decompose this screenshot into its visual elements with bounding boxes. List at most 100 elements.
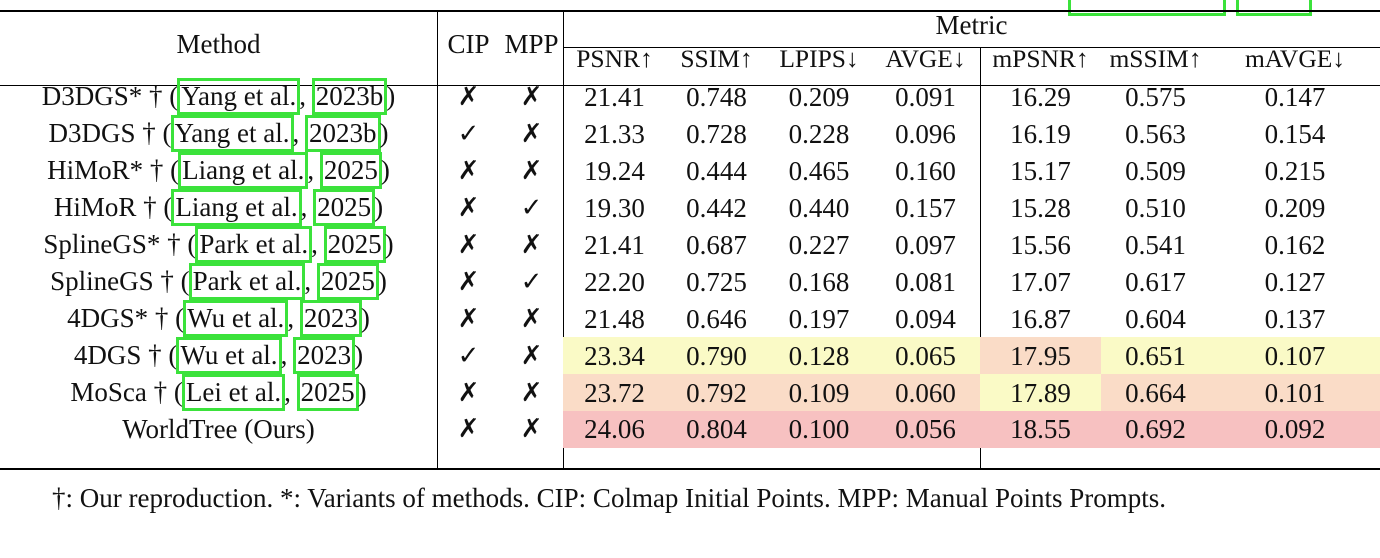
metric-value: 0.646 [686,303,747,334]
citation-author-link[interactable]: Yang et al. [170,115,294,152]
header-lpips: LPIPS↓ [779,44,859,73]
metric-value: 0.092 [1210,411,1380,448]
header-method: Method [176,29,261,59]
citation-year-link[interactable]: 2025 [323,226,386,263]
header-rule [0,85,1380,86]
citation-author-link[interactable]: Park et al. [188,263,306,300]
metric-value: 16.87 [1010,303,1071,334]
citation-author-link[interactable]: Wu et al. [183,300,289,337]
metric-value: 0.209 [788,81,850,112]
metric-value: 0.091 [895,81,956,112]
metric-value: 0.804 [666,411,767,448]
metric-value: 21.41 [584,229,645,260]
method-name: MoSca † ( [70,377,183,407]
metric-value: 0.728 [686,118,747,149]
header-mssim: mSSIM↑ [1109,44,1202,73]
citation-year-link[interactable]: 2023b [311,78,388,115]
method-name: D3DGS † ( [48,118,172,148]
citation-highlight-box [1236,0,1312,16]
metric-value: 0.128 [767,337,871,374]
mpp-flag-icon: ✗ [520,229,543,260]
method-name: SplineGS † ( [50,266,190,296]
method-cell: HiMoR † (Liang et al., 2025) [0,189,437,226]
citation-year-link[interactable]: 2023 [299,300,362,337]
citation-author-link[interactable]: Liang et al. [178,152,309,189]
metric-group-divider [980,48,981,468]
metric-value: 0.197 [788,303,850,334]
citation-author-link[interactable]: Park et al. [195,226,313,263]
metric-value: 0.617 [1125,266,1186,297]
method-cell: D3DGS* † (Yang et al., 2023b) [0,78,437,115]
mpp-flag-icon: ✗ [520,118,543,149]
citation-year-link[interactable]: 2023 [293,337,356,374]
metric-value: 22.20 [584,266,645,297]
metric-value: 0.056 [871,411,980,448]
metric-value: 0.687 [686,229,747,260]
cip-flag-icon: ✓ [457,340,480,371]
table-row: HiMoR* † (Liang et al., 2025) ✗ ✗ 19.24 0.44… [0,152,1380,189]
cip-flag-icon: ✗ [457,155,480,186]
method-name: D3DGS* † ( [41,81,179,111]
metric-value: 0.692 [1101,411,1210,448]
metric-value: 0.101 [1210,374,1380,411]
metric-value: 0.081 [895,266,956,297]
metric-value: 0.440 [788,192,850,223]
metric-value: 24.06 [563,411,666,448]
table-row: D3DGS † (Yang et al., 2023b) ✓ ✗ 21.33 0.728… [0,115,1380,152]
method-suffix: ) [374,192,384,222]
metric-value: 16.19 [1010,118,1071,149]
table-row: D3DGS* † (Yang et al., 2023b) ✗ ✗ 21.41 0.74… [0,78,1380,115]
mpp-flag-icon: ✓ [520,266,543,297]
metric-value: 0.792 [666,374,767,411]
table-row: SplineGS † (Park et al., 2025) ✗ ✓ 22.20 0.7… [0,263,1380,300]
header-cip: CIP [447,29,490,59]
metric-value: 16.29 [1010,81,1071,112]
method-cell: WorldTree (Ours) [0,411,437,448]
method-name: 4DGS † ( [73,340,178,370]
table-row: 4DGS* † (Wu et al., 2023) ✗ ✗ 21.48 0.646 0.1… [0,300,1380,337]
metric-value: 23.34 [563,337,666,374]
cip-flag-icon: ✗ [457,229,480,260]
citation-year-link[interactable]: 2025 [316,263,379,300]
metric-value: 18.55 [980,411,1101,448]
mpp-flag-icon: ✗ [520,303,543,334]
citation-year-link[interactable]: 2025 [296,374,359,411]
method-name: HiMoR † ( [53,192,173,222]
method-suffix: ) [380,155,390,185]
citation-year-link[interactable]: 2025 [313,189,376,226]
table-footnote: †: Our reproduction. *: Variants of meth… [52,483,1167,513]
metric-value: 15.56 [1010,229,1071,260]
citation-author-link[interactable]: Lei et al. [181,374,286,411]
citation-year-link[interactable]: 2025 [319,152,382,189]
metric-value: 21.48 [584,303,645,334]
mpp-flag-icon: ✗ [520,81,543,112]
citation-year-link[interactable]: 2023b [305,115,381,152]
cip-flag-icon: ✗ [457,414,480,445]
method-name: SplineGS* † ( [43,229,197,259]
metric-value: 0.065 [871,337,980,374]
mpp-flag-icon: ✗ [520,377,543,408]
results-table: Method CIP MPP Metric PSNR↑ SSIM↑ LPIPS↓… [0,10,1380,448]
metric-group-rule [564,47,1380,48]
metric-value: 0.160 [895,155,956,186]
metric-value: 0.444 [686,155,747,186]
metric-value: 0.100 [767,411,871,448]
metric-value: 15.17 [1010,155,1071,186]
metric-value: 0.127 [1264,266,1326,297]
citation-author-link[interactable]: Wu et al. [176,337,282,374]
method-divider [437,10,438,468]
method-suffix: ) [379,118,389,148]
citation-author-link[interactable]: Yang et al. [177,78,301,115]
metric-value: 0.094 [895,303,956,334]
method-suffix: ) [377,266,387,296]
table-row: 4DGS † (Wu et al., 2023) ✓ ✗ 23.34 0.790 0.12… [0,337,1380,374]
metric-value: 23.72 [563,374,666,411]
metric-value: 17.95 [980,337,1101,374]
flags-divider [563,10,564,468]
citation-author-link[interactable]: Liang et al. [171,189,302,226]
metric-value: 19.24 [584,155,645,186]
method-cell: HiMoR* † (Liang et al., 2025) [0,152,437,189]
citation-highlight-box [1068,0,1226,16]
method-cell: SplineGS † (Park et al., 2025) [0,263,437,300]
metric-value: 0.154 [1264,118,1326,149]
